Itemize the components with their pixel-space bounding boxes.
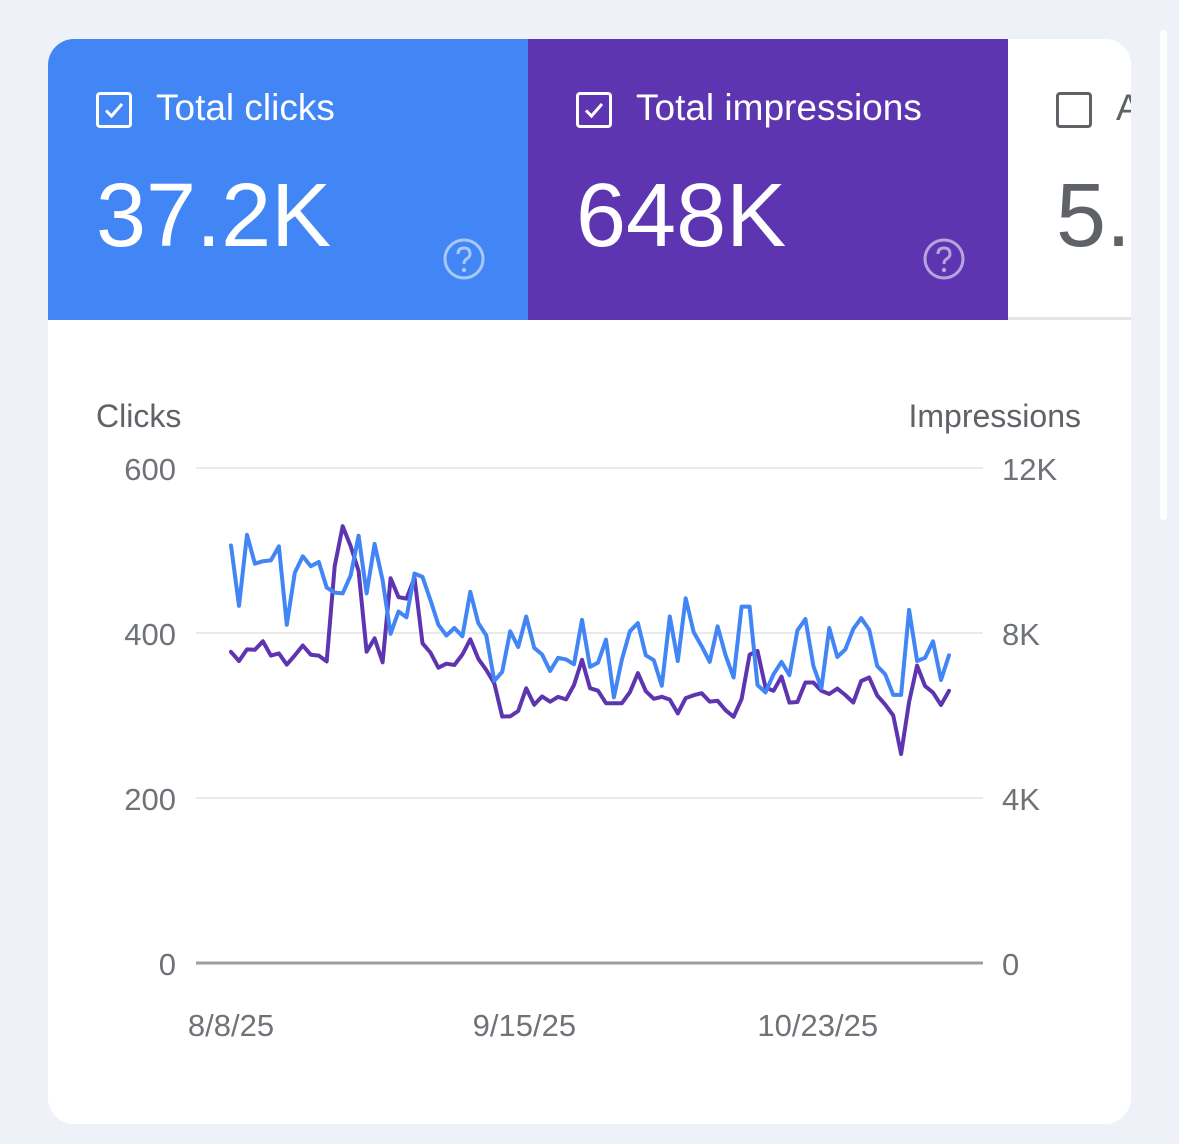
metric-value: 5. — [1056, 166, 1131, 266]
metric-tab-partial[interactable]: A 5. — [1008, 39, 1131, 320]
metric-value: 648K — [576, 166, 787, 266]
x-tick-label: 8/8/25 — [188, 1008, 274, 1043]
series-lines — [229, 524, 951, 756]
right-tick-label: 8K — [1002, 617, 1040, 652]
metric-label: Total clicks — [156, 87, 335, 128]
right-tick-label: 4K — [1002, 782, 1040, 817]
x-tick-label: 10/23/25 — [757, 1008, 878, 1043]
help-circle-icon[interactable] — [921, 236, 967, 282]
metric-tab-total-clicks[interactable]: Total clicks 37.2K — [48, 39, 528, 320]
right-axis-ticks: 12K 8K 4K 0 — [1002, 452, 1057, 982]
metric-label: A — [1116, 87, 1131, 128]
left-axis-ticks: 600 400 200 0 — [124, 452, 176, 982]
gridlines — [196, 467, 983, 965]
performance-chart: Clicks Impressions 600 400 200 0 12K 8K 4K 0 8… — [96, 398, 1082, 1043]
metric-value: 37.2K — [96, 166, 332, 266]
help-circle-icon[interactable] — [441, 236, 487, 282]
x-axis-ticks: 8/8/25 9/15/25 10/23/25 — [188, 1008, 878, 1043]
metric-tab-total-impressions[interactable]: Total impressions 648K — [528, 39, 1008, 320]
impressions-series-line — [229, 524, 951, 756]
right-axis-title: Impressions — [909, 398, 1082, 434]
left-tick-label: 400 — [124, 617, 176, 652]
scrollbar[interactable] — [1160, 30, 1167, 520]
check-icon — [104, 103, 124, 119]
partial-metric-checkbox[interactable] — [1056, 92, 1092, 128]
left-tick-label: 600 — [124, 452, 176, 487]
left-tick-label: 0 — [159, 947, 176, 982]
right-tick-label: 0 — [1002, 947, 1019, 982]
left-axis-title: Clicks — [96, 398, 181, 434]
check-icon — [584, 103, 604, 119]
x-tick-label: 9/15/25 — [473, 1008, 576, 1043]
clicks-series-line — [229, 532, 951, 700]
left-tick-label: 200 — [124, 782, 176, 817]
total-clicks-checkbox[interactable] — [96, 92, 132, 128]
metric-label: Total impressions — [636, 87, 922, 128]
total-impressions-checkbox[interactable] — [576, 92, 612, 128]
performance-card: Total clicks 37.2K Total impressions 648… — [48, 39, 1131, 1124]
right-tick-label: 12K — [1002, 452, 1057, 487]
